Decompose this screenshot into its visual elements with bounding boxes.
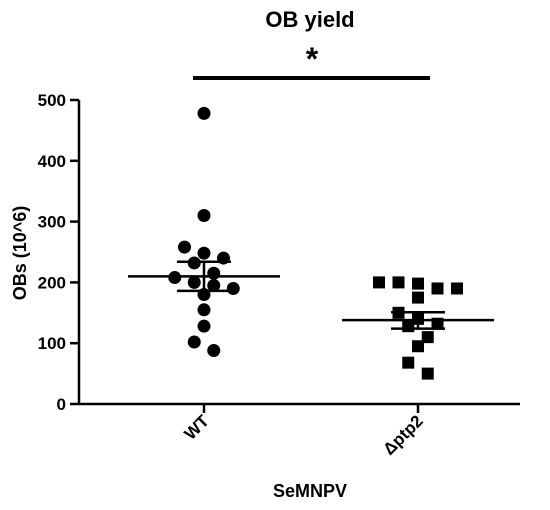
x-tick-label: Δptp2: [379, 411, 426, 458]
data-point-circle: [197, 303, 211, 317]
y-tick-label: 100: [38, 334, 66, 353]
y-tick-label: 500: [38, 91, 66, 110]
data-point-square: [451, 282, 463, 295]
data-point-square: [412, 291, 424, 304]
data-point-circle: [197, 246, 211, 260]
data-point-circle: [187, 275, 201, 289]
data-point-square: [412, 340, 424, 353]
data-point-square: [402, 356, 415, 369]
data-point-square: [392, 276, 405, 289]
significance-marker: *: [306, 41, 319, 77]
x-tick-label: WT: [181, 411, 214, 444]
y-tick-label: 400: [38, 152, 66, 171]
chart-title: OB yield: [265, 7, 354, 32]
y-tick-label: 200: [38, 273, 66, 292]
mean-sem-bars: [128, 260, 494, 330]
data-point-square: [431, 282, 444, 295]
data-point-circle: [197, 209, 211, 223]
data-point-circle: [226, 281, 240, 295]
data-point-square: [402, 320, 415, 333]
data-point-circle: [207, 278, 221, 292]
data-point-square: [421, 331, 434, 344]
data-point-square: [421, 367, 434, 380]
data-point-circle: [207, 343, 221, 357]
data-point-circle: [197, 106, 211, 120]
data-points: [168, 106, 463, 380]
y-tick-label: 300: [38, 213, 66, 232]
y-axis-label: OBs (10^6): [10, 206, 30, 301]
data-point-square: [412, 277, 424, 290]
x-ticks: WT Δptp2: [181, 404, 427, 459]
data-point-circle: [178, 240, 191, 254]
y-ticks: 0 100 200 300 400 500: [38, 91, 79, 414]
data-point-square: [373, 276, 385, 289]
data-point-circle: [207, 266, 221, 280]
x-axis-label: SeMNPV: [273, 481, 347, 501]
y-tick-label: 0: [57, 395, 66, 414]
data-point-circle: [187, 335, 201, 349]
data-point-circle: [197, 319, 211, 333]
